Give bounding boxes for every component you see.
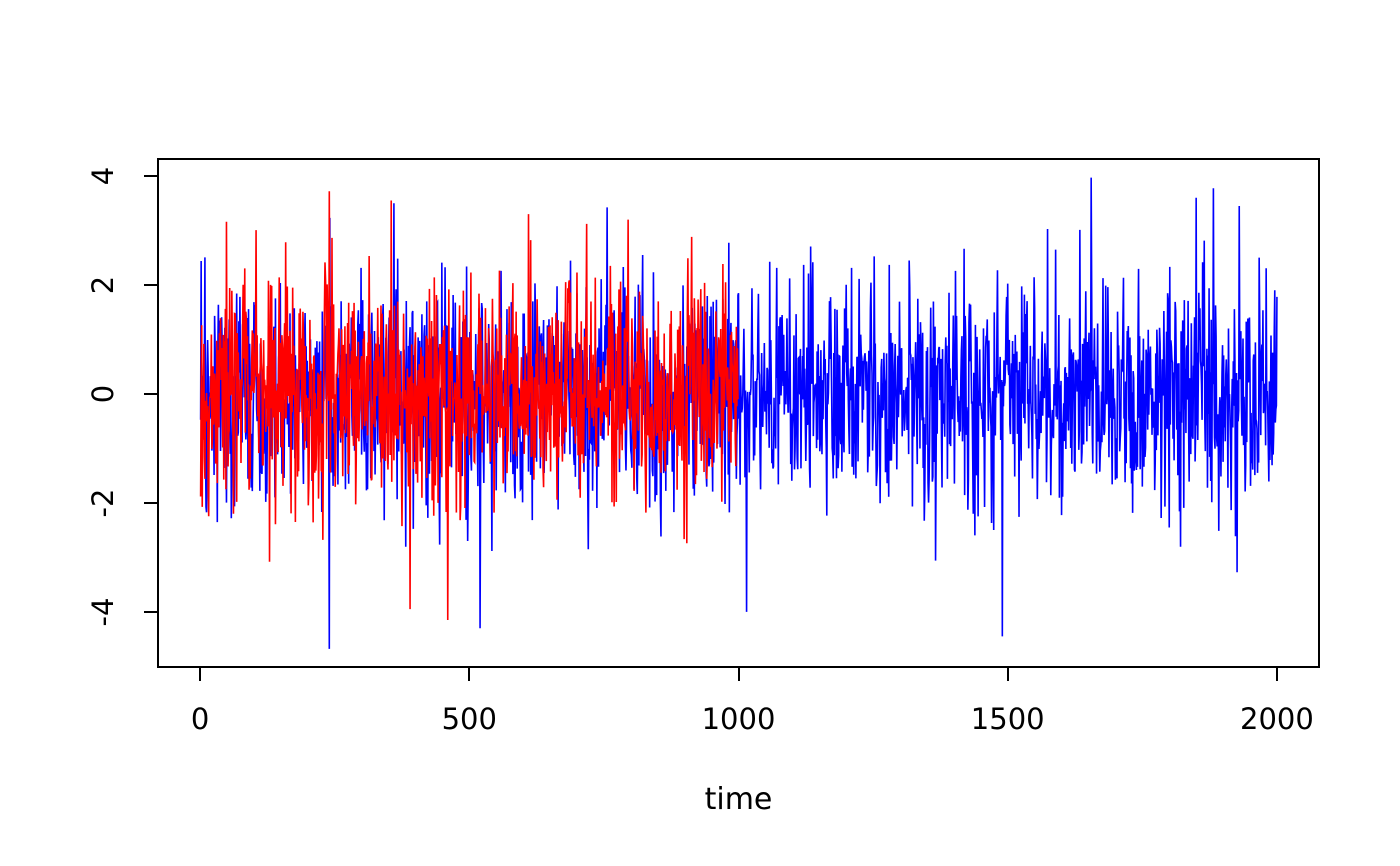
x-tick [1006,668,1009,681]
y-tick-label: -4 [86,597,120,627]
x-tick [1275,668,1278,681]
y-tick [144,501,157,504]
x-tick [199,668,202,681]
x-tick-label: 1000 [701,702,776,736]
x-tick [737,668,740,681]
y-tick [144,283,157,286]
series-red-noise [199,191,740,621]
x-tick-label: 2000 [1240,702,1314,736]
x-tick-label: 0 [190,702,210,736]
x-axis-title: time [704,782,773,817]
x-tick-label: 1500 [970,702,1045,736]
y-tick [144,392,157,395]
y-tick-label: 0 [86,384,120,404]
x-tick-label: 500 [441,702,497,736]
y-tick-label: -2 [86,488,120,518]
series-lines [199,177,1278,649]
y-tick-label: 4 [86,166,120,186]
x-tick [468,668,471,681]
y-tick [144,174,157,177]
y-tick-label: 2 [86,275,120,295]
y-tick [144,610,157,613]
